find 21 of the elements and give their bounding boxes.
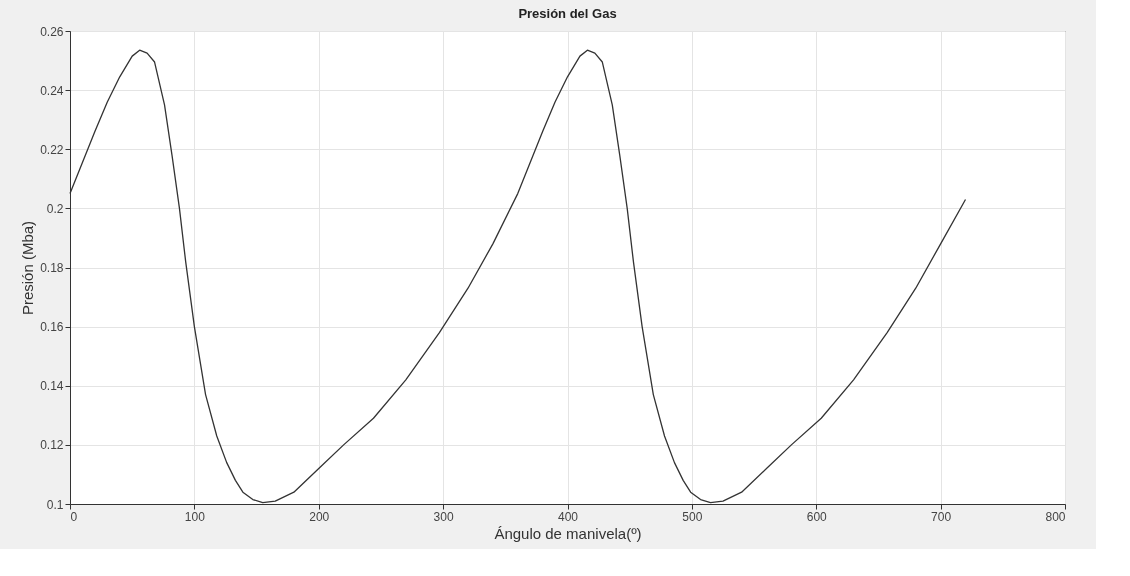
x-tick-label: 700 <box>931 509 952 524</box>
y-tick-label: 0.16 <box>40 320 64 335</box>
x-tick-label: 600 <box>806 509 828 524</box>
x-tick-label: 100 <box>184 509 206 524</box>
y-tick-label: 0.24 <box>40 83 64 98</box>
y-tick-label: 0.12 <box>40 438 64 453</box>
x-tick-label: 200 <box>309 509 330 524</box>
y-tick-label: 0.22 <box>40 142 64 157</box>
y-tick-label: 0.26 <box>40 24 64 39</box>
y-tick-label: 0.1 <box>46 497 64 512</box>
x-tick-label: 500 <box>682 509 703 524</box>
chart-title: Presión del Gas <box>518 6 617 21</box>
y-tick-label: 0.18 <box>40 261 64 275</box>
x-tick-label: 300 <box>433 509 454 524</box>
y-axis-title: Presión (Mba) <box>19 220 37 316</box>
y-tick-label: 0.2 <box>46 201 64 216</box>
x-tick-label: 800 <box>1045 509 1066 524</box>
y-tick-label: 0.14 <box>40 379 64 394</box>
x-tick-label: 0 <box>70 509 78 524</box>
x-tick-label: 400 <box>557 509 579 524</box>
x-axis-title: Ángulo de manivela(º) <box>494 524 642 542</box>
